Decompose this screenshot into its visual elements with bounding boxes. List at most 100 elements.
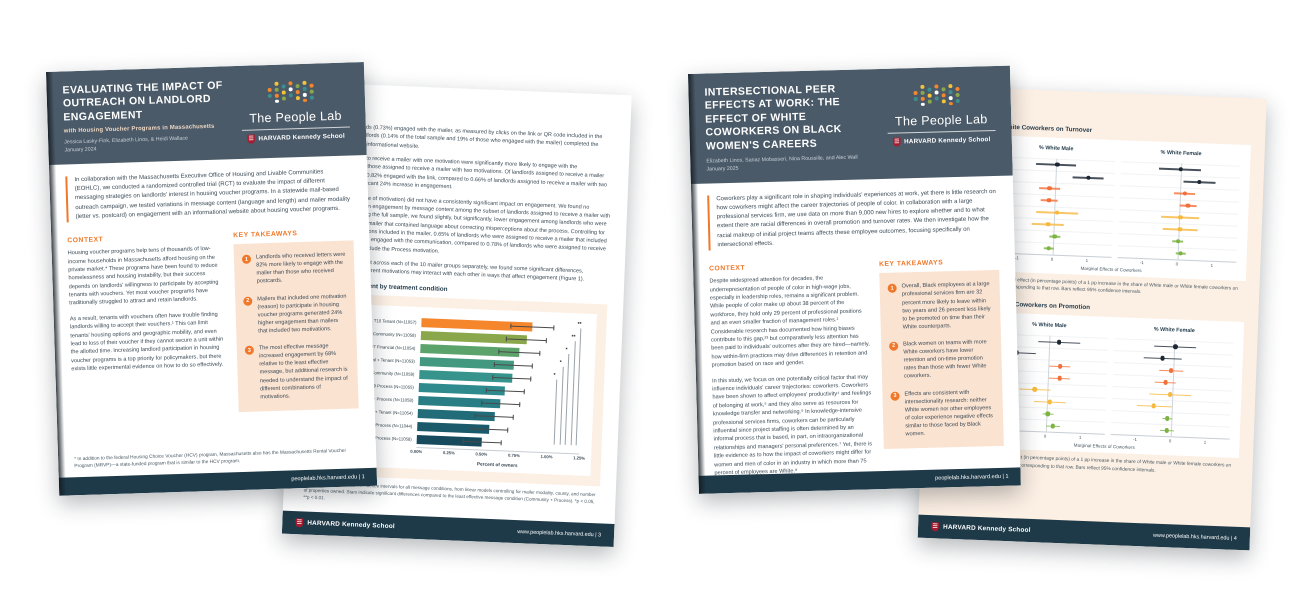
panel-plot [1110,338,1234,440]
estimate-dot [1160,356,1165,361]
error-cap [513,414,515,420]
dot-plot-panel: % White Female -1 0 1 [1117,148,1241,270]
takeaway-number-badge: 1 [887,283,897,294]
x-tick-label: 1 [1085,257,1089,264]
x-tick-label: 0 [1175,261,1179,267]
context-column: CONTEXT Housing voucher programs help te… [67,229,229,418]
takeaway-number-badge: 2 [889,341,899,351]
error-cap [505,336,507,342]
doc1-title: EVALUATING THE IMPACT OF OUTREACH ON LAN… [62,79,223,124]
takeaway-item: 2 Black women on teams with more White c… [889,338,994,381]
doc2-figures-page: Figure 1: Effect of White Coworkers on T… [917,86,1267,551]
doc1-authors: Jessica Lasky-Fink, Elizabeth Linos, & H… [64,134,232,155]
estimate-dot [1178,167,1183,172]
estimate-dot [1178,215,1183,220]
harvard-lockup: HARVARD Kennedy School [886,135,998,147]
doc1-subtitle: with Housing Voucher Programs in Massach… [63,124,215,135]
context-paragraph: As a result, tenants with vouchers often… [69,311,224,373]
doc2-columns: CONTEXT Despite widespread attention for… [693,252,1021,485]
people-lab-wordmark: The People Lab [249,108,342,126]
x-tick-label: 1.25% [573,455,586,461]
takeaways-heading: KEY TAKEAWAYS [233,230,298,240]
doc1-columns: CONTEXT Housing voucher programs help te… [51,222,375,418]
harvard-footer-label: HARVARD Kennedy School [942,523,1031,534]
estimate-dot [1164,428,1170,433]
doc2-header: INTERSECTIONAL PEER EFFECTS AT WORK: THE… [688,65,1013,184]
context-heading: CONTEXT [709,264,746,273]
estimate-dot [1086,175,1091,181]
doc1-header: EVALUATING THE IMPACT OF OUTREACH ON LAN… [46,62,367,165]
harvard-shield-icon [931,522,939,532]
x-tick-label: 0.50% [475,451,488,457]
takeaway-item: 3 The most effective message increased e… [244,342,351,402]
estimate-dot [1046,198,1052,203]
error-cap [469,425,471,431]
estimate-dot [1165,416,1170,421]
zero-line [1052,158,1057,255]
bar [421,317,533,332]
harvard-label: HARVARD Kennedy School [904,136,991,146]
people-lab-dots-icon [267,80,314,103]
people-lab-logo: The People Lab HARVARD Kennedy School [884,79,998,169]
takeaways-column: KEY TAKEAWAYS 1 Overall, Black employees… [879,254,1005,480]
error-cap [539,350,541,356]
doc1-header-text: EVALUATING THE IMPACT OF OUTREACH ON LAN… [62,79,232,155]
x-tick-label: -1 [1133,437,1138,443]
people-lab-wordmark: The People Lab [894,112,988,129]
takeaway-number-badge: 3 [244,345,254,356]
x-tick-label: -1 [1139,260,1144,266]
estimate-dot [1177,227,1183,232]
estimate-dot [1032,387,1037,392]
doc1-results-footer: HARVARD Kennedy School www.peoplelab.hks… [281,510,615,547]
people-lab-dots-icon [913,84,960,106]
estimate-dot [1173,344,1178,350]
estimate-dot [1057,376,1062,381]
takeaway-text: Landlords who received letters were 82% … [255,251,346,285]
error-cap [530,376,532,382]
x-tick-label: 1.00% [540,453,553,460]
estimate-dot [1182,191,1188,196]
x-tick-label: 0 [1043,433,1047,439]
doc2-authors: Elizabeth Linos, Sanaz Mobasseri, Nina R… [706,154,878,174]
people-lab-logo: The People Lab HARVARD Kennedy School [238,75,352,149]
takeaway-number-badge: 1 [241,254,252,265]
error-cap [462,438,464,444]
x-tick-label: 0.25% [442,449,455,456]
estimate-dot [1163,380,1168,385]
takeaway-item: 1 Landlords who received letters were 82… [241,251,347,287]
error-cap [532,363,534,369]
doc2-title: INTERSECTIONAL PEER EFFECTS AT WORK: THE… [704,83,842,153]
takeaway-text: Effects are consistent with intersection… [904,389,994,438]
harvard-shield-icon [893,137,901,147]
context-column: CONTEXT Despite widespread attention for… [709,258,875,485]
x-tick-label: 1 [1210,262,1214,268]
error-cap [475,413,477,419]
x-tick-label: 0 [1168,438,1172,444]
estimate-dot [1046,246,1052,251]
logo-divider [241,126,350,131]
x-tick-label: 1 [1203,439,1207,446]
doc1-footnote: * In addition to the federal Housing Cho… [74,448,347,470]
error-cap [498,348,500,354]
context-paragraph: In this study, we focus on one potential… [711,374,873,477]
x-tick-label: 0 [1050,256,1054,262]
harvard-lockup: HARVARD Kennedy School [240,131,352,144]
takeaway-text: The most effective message increased eng… [258,343,348,401]
takeaway-number-badge: 3 [890,391,900,401]
error-cap [546,337,548,343]
panel-plot [1117,161,1241,263]
context-paragraph: Despite widespread attention for decades… [709,275,870,369]
context-paragraph: Housing voucher programs help tens of th… [67,246,219,307]
dot-plot-panel: % White Female -1 0 1 [1110,325,1234,447]
page-url-number: peoplelab.hks.harvard.edu | 1 [291,474,365,483]
error-cap [509,323,512,329]
error-cap [553,325,555,331]
page-url-number: www.peoplelab.hks.harvard.edu | 4 [1152,532,1237,542]
takeaway-text: Black women on teams with more White cow… [903,339,987,380]
estimate-dot [1052,234,1057,239]
takeaway-item: 1 Overall, Black employees at a large pr… [887,280,993,331]
takeaway-text: Overall, Black employees at a large prof… [901,281,991,331]
takeaways-column: KEY TAKEAWAYS 1 Landlords who received l… [233,225,359,413]
error-cap [492,374,494,380]
